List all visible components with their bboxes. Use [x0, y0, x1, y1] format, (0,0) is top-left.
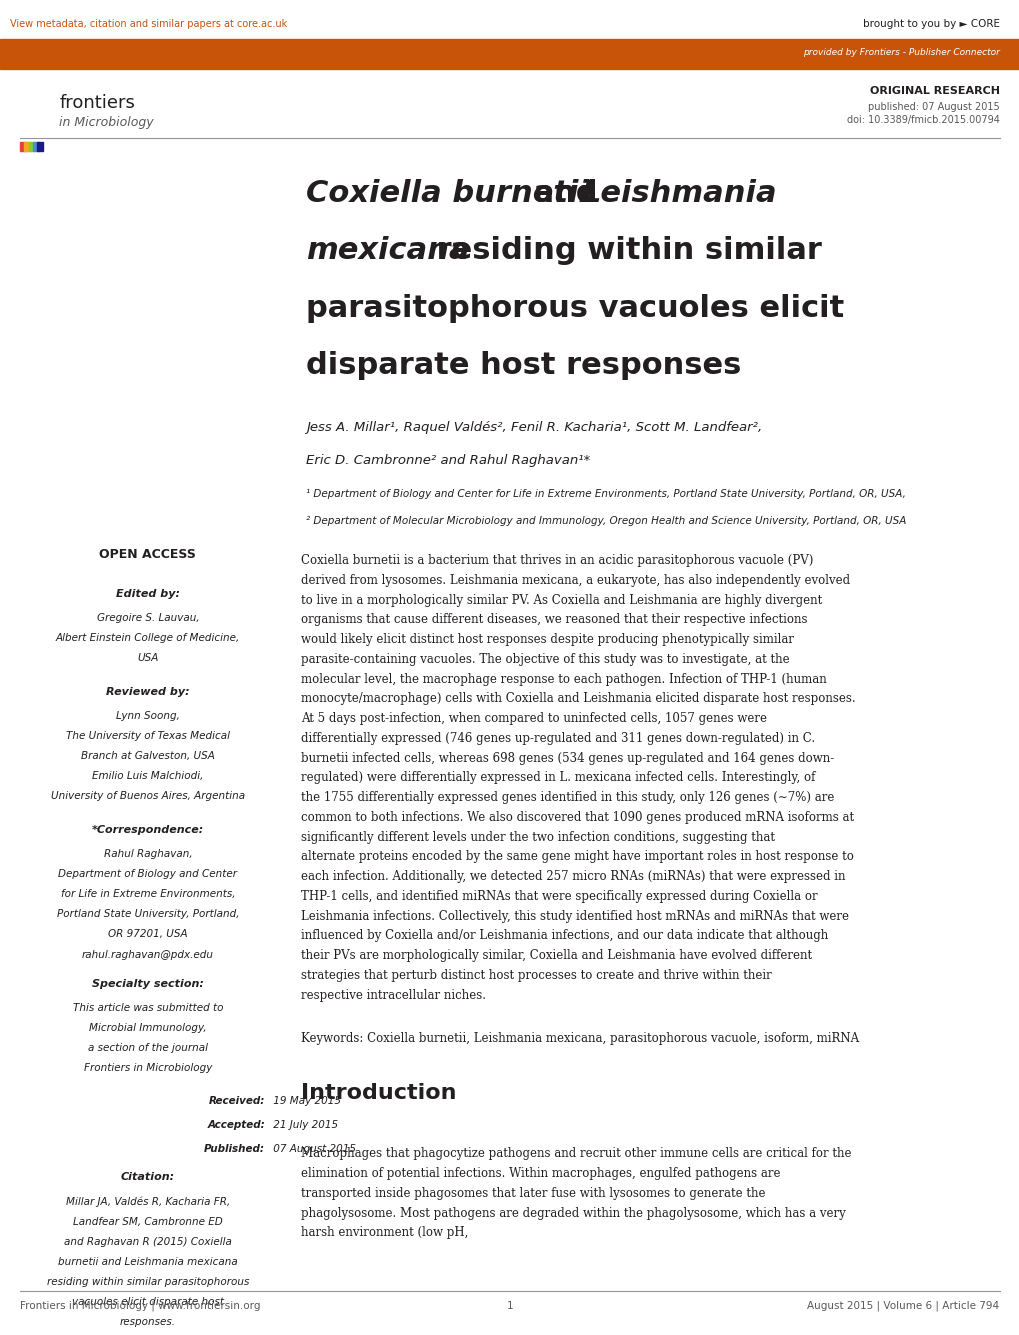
Text: vacuoles elicit disparate host: vacuoles elicit disparate host — [71, 1296, 224, 1307]
Text: doi: 10.3389/fmicb.2015.00794: doi: 10.3389/fmicb.2015.00794 — [846, 115, 999, 125]
Text: for Life in Extreme Environments,: for Life in Extreme Environments, — [60, 889, 235, 900]
Text: 19 May 2015: 19 May 2015 — [270, 1096, 341, 1107]
Text: monocyte/macrophage) cells with Coxiella and Leishmania elicited disparate host : monocyte/macrophage) cells with Coxiella… — [301, 693, 855, 705]
Text: Coxiella burnetii is a bacterium that thrives in an acidic parasitophorous vacuo: Coxiella burnetii is a bacterium that th… — [301, 554, 812, 567]
Text: THP-1 cells, and identified miRNAs that were specifically expressed during Coxie: THP-1 cells, and identified miRNAs that … — [301, 890, 816, 902]
Text: in Microbiology: in Microbiology — [59, 116, 154, 129]
Text: The University of Texas Medical: The University of Texas Medical — [66, 730, 229, 741]
Text: organisms that cause different diseases, we reasoned that their respective infec: organisms that cause different diseases,… — [301, 613, 807, 626]
Text: Portland State University, Portland,: Portland State University, Portland, — [57, 909, 238, 920]
Text: Accepted:: Accepted: — [207, 1120, 265, 1131]
Text: Frontiers in Microbiology: Frontiers in Microbiology — [84, 1063, 212, 1073]
Text: Edited by:: Edited by: — [116, 589, 179, 599]
Text: University of Buenos Aires, Argentina: University of Buenos Aires, Argentina — [51, 790, 245, 801]
Bar — [0, 39, 1019, 69]
Text: Microbial Immunology,: Microbial Immunology, — [89, 1023, 207, 1033]
Text: provided by Frontiers - Publisher Connector: provided by Frontiers - Publisher Connec… — [802, 48, 999, 56]
Text: and Raghavan R (2015) Coxiella: and Raghavan R (2015) Coxiella — [64, 1236, 231, 1247]
Text: Macrophages that phagocytize pathogens and recruit other immune cells are critic: Macrophages that phagocytize pathogens a… — [301, 1147, 851, 1160]
Text: Leishmania infections. Collectively, this study identified host mRNAs and miRNAs: Leishmania infections. Collectively, thi… — [301, 909, 848, 922]
Text: Specialty section:: Specialty section: — [92, 979, 204, 989]
Text: to live in a morphologically similar PV. As Coxiella and Leishmania are highly d: to live in a morphologically similar PV.… — [301, 594, 821, 606]
Text: *Correspondence:: *Correspondence: — [92, 825, 204, 836]
Text: derived from lysosomes. Leishmania mexicana, a eukaryote, has also independently: derived from lysosomes. Leishmania mexic… — [301, 574, 849, 587]
Bar — [33, 142, 40, 151]
Text: parasitophorous vacuoles elicit: parasitophorous vacuoles elicit — [306, 294, 844, 323]
Text: the 1755 differentially expressed genes identified in this study, only 126 genes: the 1755 differentially expressed genes … — [301, 792, 834, 804]
Text: Eric D. Cambronne² and Rahul Raghavan¹*: Eric D. Cambronne² and Rahul Raghavan¹* — [306, 454, 590, 467]
Text: Leishmania: Leishmania — [581, 179, 776, 208]
Text: At 5 days post-infection, when compared to uninfected cells, 1057 genes were: At 5 days post-infection, when compared … — [301, 712, 766, 725]
Text: elimination of potential infections. Within macrophages, engulfed pathogens are: elimination of potential infections. Wit… — [301, 1167, 780, 1180]
Bar — [20, 142, 28, 151]
Text: Citation:: Citation: — [120, 1172, 175, 1183]
Text: would likely elicit distinct host responses despite producing phenotypically sim: would likely elicit distinct host respon… — [301, 633, 793, 646]
Text: their PVs are morphologically similar, Coxiella and Leishmania have evolved diff: their PVs are morphologically similar, C… — [301, 949, 811, 963]
Text: Millar JA, Valdés R, Kacharia FR,: Millar JA, Valdés R, Kacharia FR, — [65, 1196, 230, 1207]
Text: regulated) were differentially expressed in L. mexicana infected cells. Interest: regulated) were differentially expressed… — [301, 772, 814, 785]
Text: ¹ Department of Biology and Center for Life in Extreme Environments, Portland St: ¹ Department of Biology and Center for L… — [306, 489, 905, 499]
Text: significantly different levels under the two infection conditions, suggesting th: significantly different levels under the… — [301, 830, 774, 844]
Text: respective intracellular niches.: respective intracellular niches. — [301, 989, 485, 1001]
Text: brought to you by ► CORE: brought to you by ► CORE — [862, 19, 999, 29]
Text: Coxiella burnetii: Coxiella burnetii — [306, 179, 588, 208]
Text: Published:: Published: — [204, 1144, 265, 1155]
Text: responses.: responses. — [120, 1316, 175, 1327]
Text: frontiers: frontiers — [59, 93, 135, 112]
Text: USA: USA — [138, 653, 158, 663]
Text: differentially expressed (746 genes up-regulated and 311 genes down-regulated) i: differentially expressed (746 genes up-r… — [301, 732, 814, 745]
Text: Keywords: Coxiella burnetii, Leishmania mexicana, parasitophorous vacuole, isofo: Keywords: Coxiella burnetii, Leishmania … — [301, 1032, 858, 1045]
Text: ORIGINAL RESEARCH: ORIGINAL RESEARCH — [869, 85, 999, 96]
Text: Landfear SM, Cambronne ED: Landfear SM, Cambronne ED — [73, 1216, 222, 1227]
Text: 21 July 2015: 21 July 2015 — [270, 1120, 338, 1131]
Text: influenced by Coxiella and/or Leishmania infections, and our data indicate that : influenced by Coxiella and/or Leishmania… — [301, 929, 827, 943]
Bar — [29, 142, 36, 151]
Text: transported inside phagosomes that later fuse with lysosomes to generate the: transported inside phagosomes that later… — [301, 1187, 764, 1200]
Text: Reviewed by:: Reviewed by: — [106, 686, 190, 697]
Text: phagolysosome. Most pathogens are degraded within the phagolysosome, which has a: phagolysosome. Most pathogens are degrad… — [301, 1207, 845, 1220]
Text: ² Department of Molecular Microbiology and Immunology, Oregon Health and Science: ² Department of Molecular Microbiology a… — [306, 515, 906, 526]
Text: residing within similar parasitophorous: residing within similar parasitophorous — [47, 1276, 249, 1287]
Text: rahul.raghavan@pdx.edu: rahul.raghavan@pdx.edu — [82, 949, 214, 960]
Text: OR 97201, USA: OR 97201, USA — [108, 929, 187, 940]
Text: each infection. Additionally, we detected 257 micro RNAs (miRNAs) that were expr: each infection. Additionally, we detecte… — [301, 870, 845, 884]
Text: Gregoire S. Lauvau,: Gregoire S. Lauvau, — [97, 613, 199, 623]
Text: Branch at Galveston, USA: Branch at Galveston, USA — [81, 750, 215, 761]
Text: common to both infections. We also discovered that 1090 genes produced mRNA isof: common to both infections. We also disco… — [301, 810, 853, 824]
Text: burnetii infected cells, whereas 698 genes (534 genes up-regulated and 164 genes: burnetii infected cells, whereas 698 gen… — [301, 752, 834, 765]
Bar — [37, 142, 44, 151]
Text: 1: 1 — [506, 1300, 513, 1311]
Text: harsh environment (low pH,: harsh environment (low pH, — [301, 1227, 468, 1239]
Text: Lynn Soong,: Lynn Soong, — [116, 710, 179, 721]
Text: Jess A. Millar¹, Raquel Valdés², Fenil R. Kacharia¹, Scott M. Landfear²,: Jess A. Millar¹, Raquel Valdés², Fenil R… — [306, 421, 761, 434]
Text: parasite-containing vacuoles. The objective of this study was to investigate, at: parasite-containing vacuoles. The object… — [301, 653, 789, 666]
Bar — [24, 142, 32, 151]
Text: View metadata, citation and similar papers at core.ac.uk: View metadata, citation and similar pape… — [10, 19, 287, 29]
Text: strategies that perturb distinct host processes to create and thrive within thei: strategies that perturb distinct host pr… — [301, 969, 771, 983]
Text: a section of the journal: a section of the journal — [88, 1043, 208, 1053]
Text: Department of Biology and Center: Department of Biology and Center — [58, 869, 237, 880]
Text: Introduction: Introduction — [301, 1083, 455, 1103]
Text: OPEN ACCESS: OPEN ACCESS — [100, 547, 196, 561]
Text: Frontiers in Microbiology | www.frontiersin.org: Frontiers in Microbiology | www.frontier… — [20, 1300, 261, 1311]
Text: alternate proteins encoded by the same gene might have important roles in host r: alternate proteins encoded by the same g… — [301, 850, 853, 864]
Text: Emilio Luis Malchiodi,: Emilio Luis Malchiodi, — [92, 770, 204, 781]
Text: molecular level, the macrophage response to each pathogen. Infection of THP-1 (h: molecular level, the macrophage response… — [301, 673, 825, 686]
Text: published: 07 August 2015: published: 07 August 2015 — [867, 101, 999, 112]
Text: August 2015 | Volume 6 | Article 794: August 2015 | Volume 6 | Article 794 — [807, 1300, 999, 1311]
Text: Received:: Received: — [209, 1096, 265, 1107]
Text: and: and — [523, 179, 607, 208]
Text: residing within similar: residing within similar — [426, 236, 821, 266]
Text: Rahul Raghavan,: Rahul Raghavan, — [104, 849, 192, 860]
Text: mexicana: mexicana — [306, 236, 469, 266]
Text: disparate host responses: disparate host responses — [306, 351, 741, 380]
Text: This article was submitted to: This article was submitted to — [72, 1003, 223, 1013]
Text: 07 August 2015: 07 August 2015 — [270, 1144, 356, 1155]
Text: burnetii and Leishmania mexicana: burnetii and Leishmania mexicana — [58, 1256, 237, 1267]
Text: Albert Einstein College of Medicine,: Albert Einstein College of Medicine, — [56, 633, 239, 643]
